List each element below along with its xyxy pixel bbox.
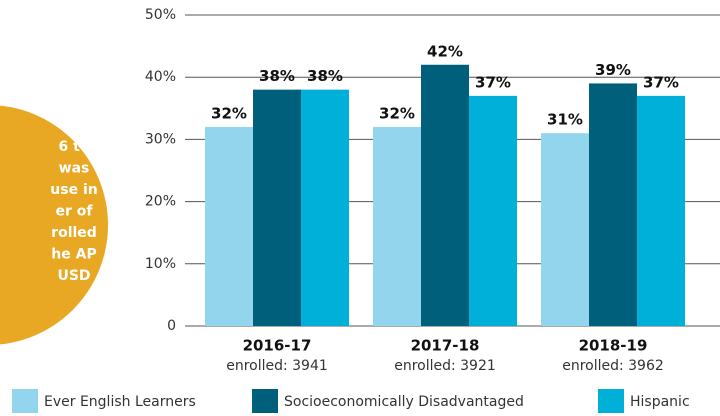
data-label: 37% [475, 73, 511, 91]
legend-label: Hispanic [630, 394, 690, 410]
bar [589, 83, 637, 326]
callout-text: use in [50, 182, 97, 198]
callout-circle [0, 105, 108, 345]
x-tick-label: 2017-18 [411, 337, 480, 355]
data-label: 32% [379, 104, 415, 122]
y-tick-label: 30% [145, 131, 176, 147]
data-label: 32% [211, 104, 247, 122]
data-label: 42% [427, 42, 463, 60]
data-label: 31% [547, 111, 583, 129]
y-tick-label: 40% [145, 69, 176, 85]
callout-text: 6 to [59, 139, 90, 155]
legend-swatch [252, 389, 278, 413]
legend-label: Socioeconomically Disadvantaged [284, 394, 524, 410]
bar [301, 89, 349, 326]
x-tick-label: 2016-17 [243, 337, 312, 355]
legend-swatch [12, 389, 38, 413]
callout-text: er of [56, 204, 94, 220]
bar [253, 89, 301, 326]
y-tick-label: 20% [145, 194, 176, 210]
bar [637, 95, 685, 326]
bar [373, 126, 421, 327]
data-label: 38% [259, 67, 295, 85]
x-tick-sublabel: enrolled: 3941 [226, 358, 328, 374]
x-tick-sublabel: enrolled: 3921 [394, 358, 496, 374]
callout-text: rolled [51, 225, 97, 241]
x-tick-sublabel: enrolled: 3962 [562, 358, 664, 374]
y-tick-label: 50% [145, 7, 176, 23]
callout-text: USD [57, 268, 90, 284]
legend-label: Ever English Learners [44, 394, 196, 410]
callout-text: he AP [51, 247, 96, 263]
bar [541, 133, 589, 326]
legend-swatch [598, 389, 624, 413]
data-label: 37% [643, 73, 679, 91]
y-tick-label: 0 [167, 318, 176, 334]
data-label: 38% [307, 67, 343, 85]
y-tick-label: 10% [145, 256, 176, 272]
callout-text: was [59, 161, 90, 177]
bar [205, 126, 253, 327]
x-tick-label: 2018-19 [579, 337, 648, 355]
data-label: 39% [595, 61, 631, 79]
bar [469, 95, 517, 326]
bar [421, 64, 469, 326]
